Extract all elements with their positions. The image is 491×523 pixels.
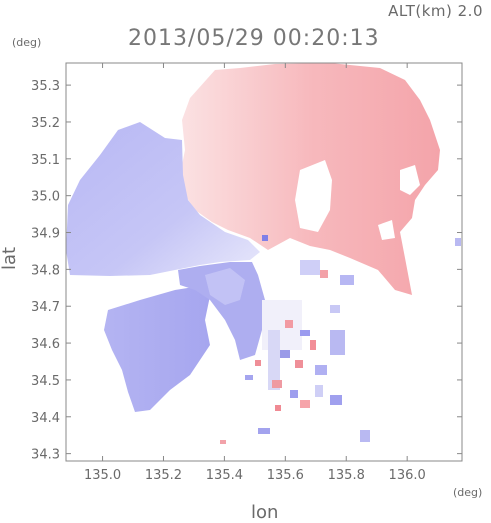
x-tick-label: 135.4 <box>206 468 243 483</box>
x-axis-unit: (deg) <box>453 486 483 499</box>
x-ticks: 135.0 135.2 135.4 135.6 135.8 136.0 <box>84 63 426 483</box>
y-tick-label: 35.0 <box>31 190 60 205</box>
y-axis-unit: (deg) <box>12 36 42 49</box>
y-tick-label: 35.1 <box>31 153 60 168</box>
gap-region <box>378 220 395 240</box>
y-tick-label: 35.2 <box>31 116 60 131</box>
gap-region <box>400 165 420 195</box>
y-tick-label: 34.8 <box>31 263 60 278</box>
y-tick-label: 34.7 <box>31 300 60 315</box>
y-tick-label: 35.3 <box>31 79 60 94</box>
y-tick-label: 34.5 <box>31 374 60 389</box>
altitude-label: ALT(km) 2.0 <box>388 2 483 20</box>
y-tick-label: 34.4 <box>31 411 60 426</box>
plot-frame <box>65 62 463 462</box>
negative-velocity-region <box>205 268 245 305</box>
x-tick-label: 135.0 <box>84 468 121 483</box>
y-tick-label: 34.9 <box>31 227 60 242</box>
x-tick-label: 135.6 <box>267 468 304 483</box>
negative-velocity-region <box>66 122 260 276</box>
y-ticks: 35.3 35.2 35.1 35.0 34.9 34.8 34.7 34.6 34.5 34.4… <box>31 79 462 463</box>
y-tick-label: 34.6 <box>31 337 60 352</box>
x-tick-label: 135.8 <box>328 468 365 483</box>
negative-velocity-region <box>104 286 210 412</box>
x-tick-label: 136.0 <box>389 468 426 483</box>
scatter-echoes <box>220 235 461 444</box>
timestamp-title: 2013/05/29 00:20:13 <box>128 26 380 51</box>
reflectivity-field <box>66 63 461 444</box>
x-axis-label: lon <box>251 502 279 523</box>
y-tick-label: 34.3 <box>31 448 60 463</box>
gap-region <box>295 160 332 232</box>
x-tick-label: 135.2 <box>145 468 182 483</box>
